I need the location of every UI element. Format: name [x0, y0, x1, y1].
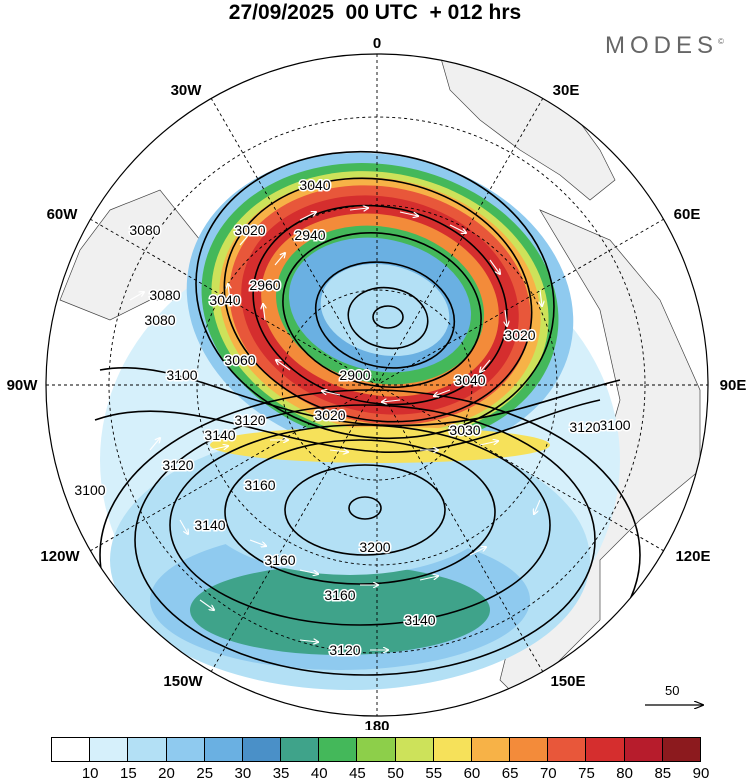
wind-vectors — [129, 95, 542, 650]
contour-label: 3120 — [234, 412, 265, 428]
contour-label: 3140 — [204, 427, 235, 443]
colorbar-tick-label: 75 — [578, 765, 595, 782]
map-title: 27/09/2025 00 UTC + 012 hrs — [228, 1, 522, 24]
contour-label: 3160 — [324, 587, 355, 603]
colorbar-swatch — [241, 737, 282, 762]
contour-label: 3100 — [74, 482, 105, 498]
contour-label: 3060 — [224, 352, 255, 368]
map-boundary — [45, 53, 709, 717]
colorbar-tick-label: 55 — [425, 765, 443, 782]
contour-label: 3040 — [209, 292, 240, 308]
longitude-labels: 0 30E 60E 90E 120E 150E 180 150W 120W 90… — [7, 35, 747, 730]
colorbar-swatch — [89, 737, 129, 762]
colorbar-tick-label: 80 — [616, 765, 633, 782]
colorbar-tick-label: 10 — [81, 765, 99, 782]
colorbar-swatch — [51, 737, 91, 762]
lon-label-30e: 30E — [553, 82, 580, 99]
contour-label: 3160 — [244, 477, 275, 493]
contour-label: 2960 — [249, 277, 280, 293]
lon-label-0: 0 — [373, 35, 381, 52]
lon-label-150e: 150E — [550, 673, 585, 690]
colorbar-tick-label: 45 — [349, 765, 366, 782]
contour-label: 3020 — [234, 222, 265, 238]
polar-map: 3040 3080 3020 2940 2960 3080 3040 3060 2900 3040… — [7, 35, 747, 730]
contour-label: 3100 — [599, 417, 630, 433]
brand-mark: © — [718, 37, 724, 46]
reference-vector-arrow — [645, 680, 710, 720]
lon-label-120w: 120W — [40, 548, 80, 565]
colorbar — [51, 737, 701, 762]
contour-label: 3160 — [264, 552, 295, 568]
colorbar-swatch — [394, 737, 434, 762]
contour-label: 3080 — [144, 312, 175, 328]
contour-label: 3120 — [162, 457, 193, 473]
contour-label: 3140 — [404, 612, 435, 628]
brand-name: MODES — [605, 32, 719, 59]
south-america-land — [59, 189, 201, 321]
reference-vector-label: 50 — [665, 683, 680, 698]
colorbar-tick-label: 15 — [120, 765, 137, 782]
contour-label: 2940 — [294, 227, 325, 243]
colorbar-tick-label: 30 — [234, 765, 252, 782]
colorbar-tick-label: 65 — [501, 765, 519, 782]
colorbar-tick-label: 25 — [196, 765, 214, 782]
map-disk — [46, 54, 708, 716]
contour-label: 2900 — [339, 367, 370, 383]
colorbar-swatch — [318, 737, 358, 762]
contour-label: 3020 — [504, 327, 535, 343]
lon-label-30w: 30W — [171, 82, 203, 99]
colorbar-swatch — [623, 737, 663, 762]
colorbar-swatch — [127, 737, 167, 762]
lon-label-90w: 90W — [7, 377, 39, 394]
colorbar-tick-label: 85 — [654, 765, 672, 782]
colorbar-tick-label: 70 — [539, 765, 557, 782]
contour-label-layer: 3040 3080 3020 2940 2960 3080 3040 3060 2900 3040… — [73, 176, 632, 660]
colorbar-swatch — [509, 737, 549, 762]
brand-logo: MODES© — [605, 32, 724, 60]
colorbar-swatch — [585, 737, 625, 762]
contour-label: 3040 — [454, 372, 485, 388]
colorbar-swatch — [661, 737, 701, 762]
lon-label-150w: 150W — [163, 673, 203, 690]
colorbar-swatch — [203, 737, 243, 762]
contour-label: 3080 — [149, 287, 180, 303]
colorbar-swatch — [470, 737, 511, 762]
lon-label-180: 180 — [364, 718, 389, 730]
contour-label: 3020 — [314, 407, 345, 423]
contour-label: 3140 — [194, 517, 225, 533]
colorbar-tick-label: 50 — [387, 765, 404, 782]
colorbar-tick-label: 35 — [272, 765, 290, 782]
contour-label: 3030 — [449, 422, 480, 438]
colorbar-swatch — [280, 737, 320, 762]
height-contours — [94, 150, 641, 716]
contour-label: 3100 — [166, 367, 197, 383]
contour-label: 3040 — [299, 177, 330, 193]
colorbar-swatch — [165, 737, 205, 762]
graticule — [46, 54, 708, 716]
contour-label: 3080 — [129, 222, 160, 238]
lon-label-60w: 60W — [47, 206, 79, 223]
lon-label-120e: 120E — [675, 548, 710, 565]
colorbar-tick-label: 20 — [158, 765, 175, 782]
colorbar-swatch — [356, 737, 396, 762]
contour-label: 3120 — [329, 642, 360, 658]
colorbar-swatch — [432, 737, 472, 762]
colorbar-tick-label: 60 — [463, 765, 481, 782]
colorbar-tick-label: 40 — [310, 765, 328, 782]
contour-label: 3120 — [569, 419, 600, 435]
lon-label-60e: 60E — [674, 206, 701, 223]
contour-label: 3200 — [359, 539, 390, 555]
colorbar-tick-label: 90 — [692, 765, 710, 782]
lon-label-90e: 90E — [720, 377, 747, 394]
colorbar-swatch — [547, 737, 587, 762]
